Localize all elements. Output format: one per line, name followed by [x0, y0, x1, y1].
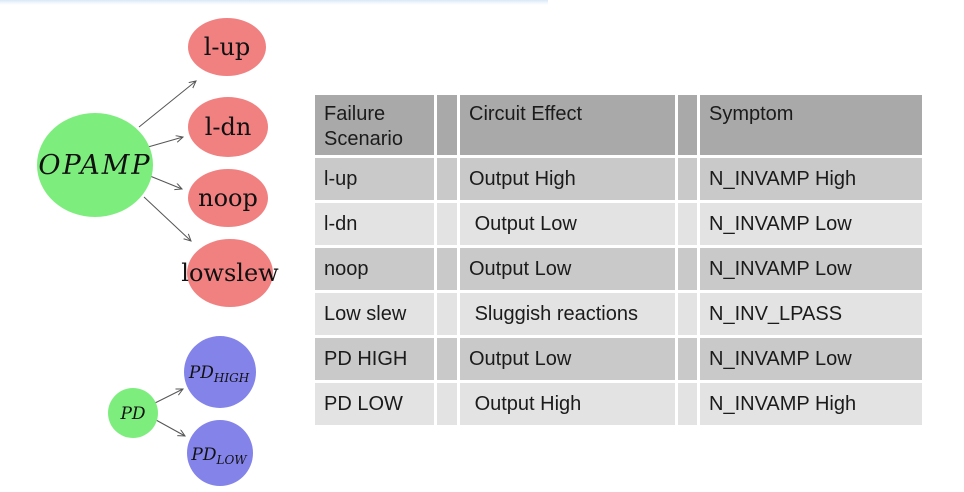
cell-symptom: N_INVAMP Low — [700, 248, 922, 290]
pd-low-node — [187, 420, 253, 486]
failure-node-noop — [188, 169, 268, 227]
arrow-opamp-to-noop-icon — [149, 175, 182, 189]
pd-high-label: PDHIGH — [188, 363, 250, 385]
failure-node-ldn — [188, 97, 268, 157]
cell-spacer — [437, 158, 457, 200]
cell-spacer — [437, 203, 457, 245]
cell-scenario: noop — [315, 248, 434, 290]
cell-spacer — [678, 293, 697, 335]
failure-label-lowslew: lowslew — [181, 259, 279, 287]
cell-effect: Sluggish reactions — [460, 293, 675, 335]
cell-spacer — [437, 383, 457, 425]
cell-scenario: PD LOW — [315, 383, 434, 425]
arrow-pd-to-pdlow-icon — [155, 419, 185, 436]
cell-spacer — [437, 248, 457, 290]
cell-scenario: l-up — [315, 158, 434, 200]
arrow-opamp-to-ldn-icon — [147, 137, 183, 148]
header-symptom: Symptom — [700, 95, 922, 155]
cell-spacer — [678, 338, 697, 380]
cell-spacer — [678, 383, 697, 425]
failure-node-lup — [188, 18, 266, 76]
failure-label-lup: l-up — [204, 33, 251, 61]
cell-spacer — [437, 338, 457, 380]
cell-scenario: Low slew — [315, 293, 434, 335]
cell-effect: Output High — [460, 383, 675, 425]
pd-high-node — [184, 336, 256, 408]
cell-effect: Output High — [460, 158, 675, 200]
arrow-opamp-to-lowslew-icon — [143, 196, 191, 241]
fault-tree-diagram: OPAMP l-up l-dn noop lowslew PD PDHIGH P… — [37, 18, 279, 486]
pd-low-label: PDLOW — [190, 445, 248, 467]
cell-spacer — [678, 248, 697, 290]
cell-scenario: l-dn — [315, 203, 434, 245]
failure-table: Failure Scenario Circuit Effect Symptom … — [315, 95, 922, 425]
header-spacer-1 — [437, 95, 457, 155]
cell-spacer — [437, 293, 457, 335]
cell-spacer — [678, 203, 697, 245]
cell-effect: Output Low — [460, 248, 675, 290]
header-spacer-2 — [678, 95, 697, 155]
header-circuit-effect: Circuit Effect — [460, 95, 675, 155]
failure-label-noop: noop — [198, 184, 258, 212]
cell-symptom: N_INVAMP Low — [700, 203, 922, 245]
cell-symptom: N_INVAMP Low — [700, 338, 922, 380]
arrow-opamp-to-lup-icon — [138, 81, 196, 128]
cell-symptom: N_INVAMP High — [700, 158, 922, 200]
pd-label: PD — [119, 404, 145, 424]
top-edge-highlight — [0, 0, 548, 5]
failure-label-ldn: l-dn — [205, 113, 252, 141]
arrow-pd-to-pdhigh-icon — [154, 389, 183, 404]
pd-node — [108, 388, 158, 438]
cell-symptom: N_INVAMP High — [700, 383, 922, 425]
cell-effect: Output Low — [460, 203, 675, 245]
cell-symptom: N_INV_LPASS — [700, 293, 922, 335]
opamp-label: OPAMP — [38, 150, 151, 181]
cell-scenario: PD HIGH — [315, 338, 434, 380]
cell-effect: Output Low — [460, 338, 675, 380]
cell-spacer — [678, 158, 697, 200]
failure-node-lowslew — [187, 239, 273, 307]
header-failure-scenario: Failure Scenario — [315, 95, 434, 155]
opamp-node — [37, 113, 153, 217]
